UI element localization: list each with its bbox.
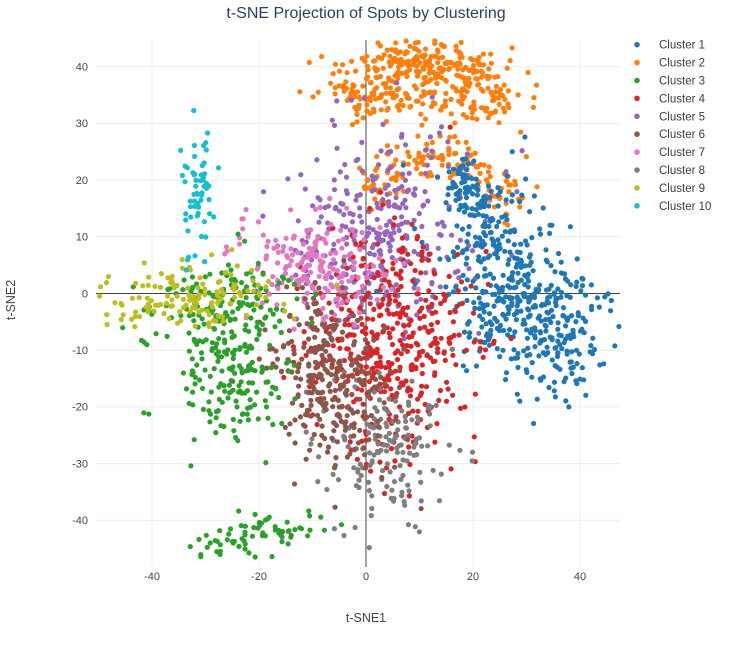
svg-text:-40: -40 [72,515,88,527]
svg-text:Cluster 4: Cluster 4 [659,93,706,105]
svg-text:-30: -30 [72,458,88,470]
svg-text:Cluster 8: Cluster 8 [659,165,705,177]
svg-text:40: 40 [574,571,586,583]
svg-text:0: 0 [363,571,369,583]
svg-text:10: 10 [76,232,88,244]
svg-text:Cluster 5: Cluster 5 [659,111,705,123]
svg-text:-40: -40 [144,571,160,583]
svg-text:40: 40 [76,62,88,74]
svg-text:20: 20 [76,175,88,187]
svg-text:-20: -20 [251,571,267,583]
svg-text:t-SNE1: t-SNE1 [346,611,386,625]
svg-text:30: 30 [76,118,88,130]
svg-text:Cluster 1: Cluster 1 [659,40,705,52]
svg-text:t-SNE2: t-SNE2 [4,280,18,320]
svg-text:-10: -10 [72,345,88,357]
svg-text:20: 20 [467,571,479,583]
svg-text:Cluster 2: Cluster 2 [659,58,705,70]
svg-text:Cluster 9: Cluster 9 [659,183,705,195]
svg-text:Cluster 6: Cluster 6 [659,129,705,141]
svg-text:0: 0 [82,288,88,300]
svg-text:Cluster 10: Cluster 10 [659,201,711,213]
svg-text:Cluster 7: Cluster 7 [659,147,705,159]
svg-text:-20: -20 [72,402,88,414]
svg-text:Cluster 3: Cluster 3 [659,76,705,88]
